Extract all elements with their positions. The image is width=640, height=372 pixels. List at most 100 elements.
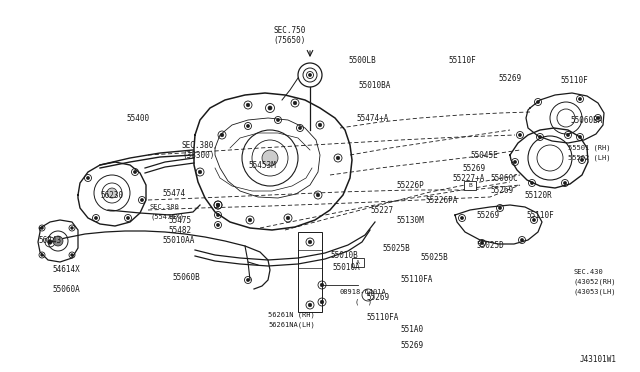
Circle shape	[276, 118, 280, 122]
Circle shape	[246, 103, 250, 107]
Text: 55474+A: 55474+A	[356, 113, 388, 122]
Text: SEC.380: SEC.380	[182, 141, 214, 150]
Text: 55226PA: 55226PA	[425, 196, 458, 205]
Circle shape	[220, 133, 224, 137]
Circle shape	[95, 217, 97, 219]
Text: 55110FA: 55110FA	[400, 276, 433, 285]
Circle shape	[140, 198, 143, 202]
Text: (43052(RH): (43052(RH)	[574, 279, 616, 285]
Text: 55502 (LH): 55502 (LH)	[568, 155, 611, 161]
Text: 55010A: 55010A	[332, 263, 360, 273]
Circle shape	[320, 300, 324, 304]
Circle shape	[531, 182, 534, 185]
Text: 55227: 55227	[370, 205, 393, 215]
Circle shape	[579, 135, 582, 139]
Text: N: N	[366, 292, 370, 298]
Text: SEC.750: SEC.750	[274, 26, 306, 35]
Circle shape	[216, 203, 220, 207]
Circle shape	[499, 206, 502, 209]
Text: (  ): ( )	[355, 299, 372, 305]
Circle shape	[286, 216, 290, 220]
Text: 55269: 55269	[462, 164, 485, 173]
Circle shape	[538, 135, 541, 139]
Text: 55045E: 55045E	[470, 151, 498, 160]
Circle shape	[198, 170, 202, 174]
Circle shape	[41, 227, 44, 230]
Circle shape	[579, 97, 582, 100]
Text: 55060BA: 55060BA	[570, 115, 602, 125]
Circle shape	[41, 254, 44, 256]
Text: 55110F: 55110F	[560, 76, 588, 84]
Circle shape	[520, 238, 524, 241]
Circle shape	[536, 100, 540, 103]
Circle shape	[107, 188, 117, 198]
Circle shape	[481, 241, 484, 244]
Text: 55269: 55269	[476, 211, 499, 219]
Text: 55110FA: 55110FA	[366, 314, 398, 323]
Text: SEC.380: SEC.380	[150, 204, 180, 210]
Circle shape	[566, 134, 570, 137]
Text: 55269: 55269	[490, 186, 513, 195]
Text: (43053(LH): (43053(LH)	[574, 289, 616, 295]
Text: 55110F: 55110F	[448, 55, 476, 64]
Circle shape	[246, 278, 250, 282]
Text: 55475: 55475	[168, 215, 191, 224]
Text: 55453M: 55453M	[248, 160, 276, 170]
Circle shape	[246, 124, 250, 128]
Text: 55269: 55269	[400, 340, 423, 350]
Text: 55269: 55269	[498, 74, 521, 83]
Circle shape	[316, 193, 320, 197]
Text: (55476X): (55476X)	[150, 214, 184, 220]
Text: 55060A: 55060A	[52, 285, 80, 295]
Text: 56261N (RH): 56261N (RH)	[268, 312, 315, 318]
Circle shape	[216, 224, 220, 227]
Circle shape	[580, 158, 584, 161]
Text: 55482: 55482	[168, 225, 191, 234]
Circle shape	[460, 217, 463, 219]
Circle shape	[53, 236, 63, 246]
Text: 55010AA: 55010AA	[162, 235, 195, 244]
Text: J43101W1: J43101W1	[580, 356, 617, 365]
Circle shape	[216, 203, 220, 207]
Circle shape	[268, 106, 272, 110]
Text: 56243: 56243	[38, 235, 61, 244]
Circle shape	[248, 218, 252, 222]
Text: 55226P: 55226P	[396, 180, 424, 189]
Bar	[352, 258, 364, 267]
Text: 55130M: 55130M	[396, 215, 424, 224]
Text: (38300): (38300)	[182, 151, 214, 160]
Circle shape	[518, 134, 522, 137]
Text: 55227+A: 55227+A	[452, 173, 484, 183]
Text: 55025B: 55025B	[382, 244, 410, 253]
Text: 551A0: 551A0	[400, 326, 423, 334]
Text: 55269: 55269	[366, 294, 389, 302]
Text: 56261NA(LH): 56261NA(LH)	[268, 322, 315, 328]
Text: B: B	[468, 183, 472, 188]
Circle shape	[70, 227, 74, 230]
Text: (75650): (75650)	[274, 35, 306, 45]
Circle shape	[308, 303, 312, 307]
Text: 5500LB: 5500LB	[348, 55, 376, 64]
Circle shape	[216, 214, 220, 217]
Text: 55060C: 55060C	[490, 173, 518, 183]
Circle shape	[86, 176, 90, 180]
Circle shape	[513, 160, 516, 164]
Circle shape	[262, 150, 278, 166]
Text: 55120R: 55120R	[524, 190, 552, 199]
Circle shape	[308, 240, 312, 244]
Circle shape	[298, 126, 301, 129]
Circle shape	[70, 254, 74, 256]
Circle shape	[532, 218, 536, 222]
Text: 55010B: 55010B	[330, 250, 358, 260]
Circle shape	[293, 101, 297, 105]
Circle shape	[336, 156, 340, 160]
Circle shape	[320, 283, 324, 287]
Text: A: A	[356, 260, 360, 265]
Text: 55025D: 55025D	[476, 241, 504, 250]
Circle shape	[133, 170, 136, 174]
Text: 55025B: 55025B	[420, 253, 448, 263]
Circle shape	[127, 217, 129, 219]
Bar	[464, 181, 476, 190]
Text: 08918-6401A: 08918-6401A	[340, 289, 387, 295]
Text: 56230: 56230	[100, 190, 123, 199]
